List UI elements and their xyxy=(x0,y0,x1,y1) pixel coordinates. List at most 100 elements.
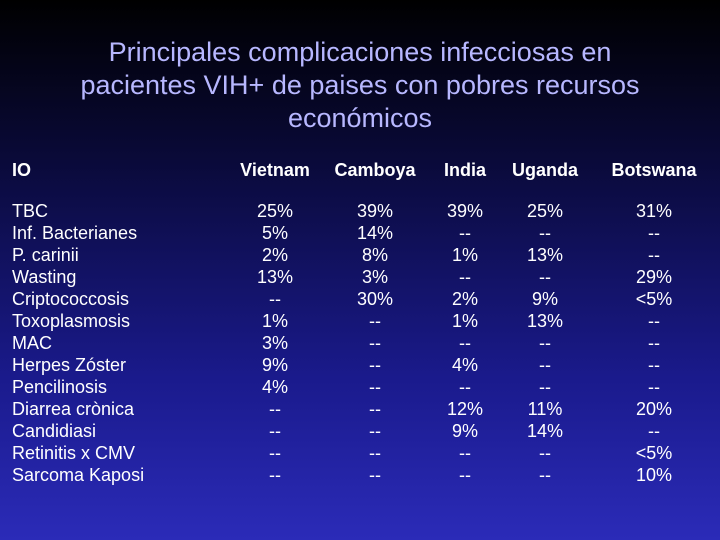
table-cell: 1% xyxy=(261,311,288,331)
table-cell: 4% xyxy=(261,377,288,397)
table-cell: -- xyxy=(539,465,551,485)
table-row: Retinitis x CMV -- -- -- -- <5% xyxy=(12,442,718,464)
row-label: Pencilinosis xyxy=(12,377,108,397)
table-cell: 9% xyxy=(261,355,288,375)
table-row: Sarcoma Kaposi -- -- -- -- 10% xyxy=(12,464,718,486)
table-cell: 2% xyxy=(451,289,478,309)
table-row: Toxoplasmosis 1% -- 1% 13% -- xyxy=(12,310,718,332)
table-cell: 10% xyxy=(635,465,673,485)
table-cell: -- xyxy=(648,311,660,331)
table-cell: 8% xyxy=(361,245,388,265)
slide-title: Principales complicaciones infecciosas e… xyxy=(80,37,640,133)
table-cell: 39% xyxy=(356,201,394,221)
table-cell: -- xyxy=(269,465,281,485)
table-cell: -- xyxy=(539,267,551,287)
header-vietnam: Vietnam xyxy=(240,160,310,180)
table-cell: 20% xyxy=(635,399,673,419)
table-cell: -- xyxy=(648,245,660,265)
table-cell: 9% xyxy=(531,289,558,309)
table-cell: -- xyxy=(459,465,471,485)
table-cell: -- xyxy=(539,443,551,463)
table-cell: 3% xyxy=(261,333,288,353)
table-cell: 2% xyxy=(261,245,288,265)
table-cell: -- xyxy=(459,223,471,243)
table-cell: 25% xyxy=(526,201,564,221)
table-body: TBC 25% 39% 39% 25% 31% Inf. Bacterianes 5% 14% -… xyxy=(12,184,718,486)
header-india: India xyxy=(443,160,486,180)
table-cell: -- xyxy=(369,399,381,419)
row-label: Inf. Bacterianes xyxy=(12,223,138,243)
table-cell: -- xyxy=(539,377,551,397)
table-cell: 31% xyxy=(635,201,673,221)
row-label: Toxoplasmosis xyxy=(12,311,131,331)
table-cell: 1% xyxy=(451,245,478,265)
table-cell: -- xyxy=(369,421,381,441)
table-cell: -- xyxy=(269,443,281,463)
table-cell: -- xyxy=(369,465,381,485)
table-row: Diarrea crònica -- -- 12% 11% 20% xyxy=(12,398,718,420)
table-cell: 5% xyxy=(261,223,288,243)
header-botswana: Botswana xyxy=(611,160,697,180)
table-cell: -- xyxy=(369,377,381,397)
row-label: Sarcoma Kaposi xyxy=(12,465,145,485)
table-cell: -- xyxy=(269,289,281,309)
table-row: TBC 25% 39% 39% 25% 31% xyxy=(12,200,718,222)
table-cell: <5% xyxy=(635,289,673,309)
table-cell: -- xyxy=(269,421,281,441)
header-camboya: Camboya xyxy=(334,160,416,180)
table-cell: 4% xyxy=(451,355,478,375)
table-cell: -- xyxy=(459,333,471,353)
row-label: TBC xyxy=(12,201,48,221)
table-cell: 13% xyxy=(526,311,564,331)
table-cell: 9% xyxy=(451,421,478,441)
table-cell: 3% xyxy=(361,267,388,287)
table-cell: 25% xyxy=(256,201,294,221)
table-cell: -- xyxy=(369,333,381,353)
header-uganda: Uganda xyxy=(511,160,578,180)
table-cell: -- xyxy=(459,443,471,463)
table-cell: -- xyxy=(539,333,551,353)
table-cell: -- xyxy=(369,443,381,463)
table-row: MAC 3% -- -- -- -- xyxy=(12,332,718,354)
table-cell: -- xyxy=(648,421,660,441)
table-cell: 12% xyxy=(446,399,484,419)
table-header-row: IO Vietnam Camboya India Uganda Botswana xyxy=(12,160,718,184)
table-cell: 39% xyxy=(446,201,484,221)
table-row: Herpes Zóster 9% -- 4% -- -- xyxy=(12,354,718,376)
table-cell: -- xyxy=(648,333,660,353)
table-cell: 30% xyxy=(356,289,394,309)
table-cell: 14% xyxy=(526,421,564,441)
row-label: Criptococcosis xyxy=(12,289,130,309)
table-cell: -- xyxy=(369,355,381,375)
table-cell: -- xyxy=(459,377,471,397)
header-io: IO xyxy=(12,160,32,180)
row-label: P. carinii xyxy=(12,245,79,265)
table-row: Criptococcosis -- 30% 2% 9% <5% xyxy=(12,288,718,310)
table-row: Pencilinosis 4% -- -- -- -- xyxy=(12,376,718,398)
table-cell: -- xyxy=(648,377,660,397)
row-label: Candidiasi xyxy=(12,421,97,441)
table-row: Inf. Bacterianes 5% 14% -- -- -- xyxy=(12,222,718,244)
table-cell: -- xyxy=(459,267,471,287)
table-cell: 13% xyxy=(256,267,294,287)
table-cell: 14% xyxy=(356,223,394,243)
row-label: Retinitis x CMV xyxy=(12,443,136,463)
table-row: P. carinii 2% 8% 1% 13% -- xyxy=(12,244,718,266)
table-row: Wasting 13% 3% -- -- 29% xyxy=(12,266,718,288)
table-cell: 11% xyxy=(527,399,563,419)
table-cell: -- xyxy=(539,355,551,375)
table-cell: -- xyxy=(269,399,281,419)
table-cell: -- xyxy=(648,223,660,243)
row-label: MAC xyxy=(12,333,52,353)
table-cell: 13% xyxy=(526,245,564,265)
table-cell: -- xyxy=(369,311,381,331)
table-cell: -- xyxy=(539,223,551,243)
infections-table: IO Vietnam Camboya India Uganda Botswana… xyxy=(12,160,718,486)
row-label: Wasting xyxy=(12,267,77,287)
row-label: Diarrea crònica xyxy=(12,399,135,419)
row-label: Herpes Zóster xyxy=(12,355,127,375)
table-row: Candidiasi -- -- 9% 14% -- xyxy=(12,420,718,442)
table-cell: 1% xyxy=(451,311,478,331)
table-cell: -- xyxy=(648,355,660,375)
table-cell: <5% xyxy=(635,443,673,463)
